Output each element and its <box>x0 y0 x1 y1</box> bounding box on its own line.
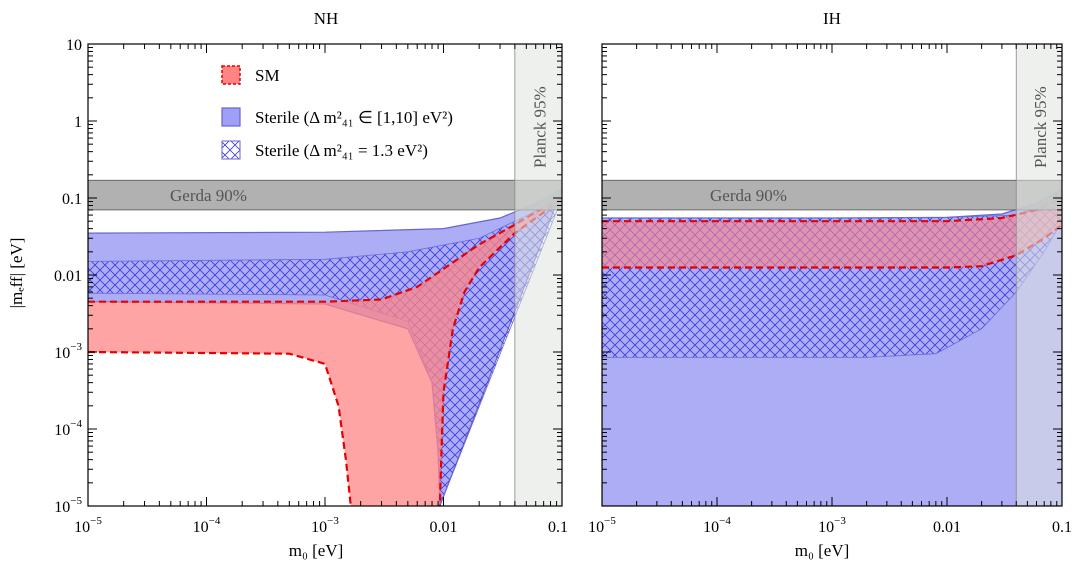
y-tick-label-base: 0.01 <box>54 268 82 285</box>
y-axis-label: |mₑff| [eV] <box>7 238 26 309</box>
x-tick-label-base: 10 <box>311 519 327 536</box>
ticks <box>601 44 1062 507</box>
legend: SM Sterile (Δ m²₄₁ ∈ [1,10] eV²) Sterile… <box>221 65 453 160</box>
series-sm-lower-line <box>88 350 352 506</box>
legend-swatch-sm <box>221 65 241 85</box>
planck-label: Planck 95% <box>530 86 549 168</box>
y-tick-label: 10−4 <box>54 418 82 439</box>
legend-item-sterile-fixed: Sterile (Δ m²₄₁ = 1.3 eV²) <box>221 140 428 160</box>
gerda-label: Gerda 90% <box>170 186 247 205</box>
legend-swatch-sterile-fixed <box>221 140 241 160</box>
x-tick-label-base: 10 <box>818 519 834 536</box>
series-sm-band <box>602 198 1062 268</box>
y-tick-label: 0.1 <box>62 191 82 208</box>
x-tick-label: 10−3 <box>818 515 846 536</box>
y-tick-label: 0.01 <box>54 268 82 285</box>
x-tick-label-base: 10 <box>703 519 719 536</box>
legend-item-sm: SM <box>221 65 280 85</box>
legend-swatch-sterile-range <box>221 107 241 127</box>
planck-label: Planck 95% <box>1031 86 1050 168</box>
gerda-band <box>88 179 562 211</box>
y-tick-label-exp: −5 <box>70 495 82 507</box>
legend-item-sterile-range: Sterile (Δ m²₄₁ ∈ [1,10] eV²) <box>221 107 453 127</box>
x-tick-label: 10−5 <box>588 515 616 536</box>
nh-panel: Gerda 90%Planck 95%10−5 10−4 10−3 0.01 0.110… <box>54 37 568 536</box>
x-tick-label-exp: −4 <box>209 515 221 527</box>
x-tick-label-exp: −5 <box>90 515 102 527</box>
x-tick-label: 10−5 <box>74 515 102 536</box>
x-tick-label: 0.1 <box>1052 519 1072 536</box>
x-tick-label: 10−3 <box>311 515 339 536</box>
nh-panel-title: NH <box>314 9 339 28</box>
ih-x-axis-label: m₀ [eV] <box>795 541 850 560</box>
plot-area: Gerda 90% Planck 95% <box>88 44 562 506</box>
x-tick-label: 10−4 <box>703 515 731 536</box>
gerda-band <box>602 179 1062 211</box>
x-tick-label-base: 0.1 <box>1052 519 1072 536</box>
x-tick-label-base: 10 <box>588 519 604 536</box>
x-tick-label-base: 0.1 <box>548 519 568 536</box>
legend-label-sm: SM <box>255 66 280 85</box>
plot-area: Gerda 90% Planck 95% <box>602 44 1062 506</box>
y-tick-label-base: 10 <box>54 345 70 362</box>
x-tick-label-base: 0.01 <box>933 519 961 536</box>
y-tick-label-base: 0.1 <box>62 191 82 208</box>
x-tick-label: 0.1 <box>548 519 568 536</box>
x-tick-label-base: 10 <box>193 519 209 536</box>
x-tick-label-exp: −4 <box>719 515 731 527</box>
x-tick-label-exp: −3 <box>327 515 339 527</box>
gerda-label: Gerda 90% <box>710 186 787 205</box>
legend-label-sterile-fixed: Sterile (Δ m²₄₁ = 1.3 eV²) <box>255 141 428 160</box>
ih-panel-title: IH <box>823 9 841 28</box>
y-tick-label: 10−5 <box>54 495 82 516</box>
y-tick-label-exp: −3 <box>70 341 82 353</box>
y-tick-label-exp: −4 <box>70 418 82 430</box>
x-tick-label: 10−4 <box>193 515 221 536</box>
ih-panel: Gerda 90%Planck 95%10−5 10−4 10−3 0.01 0.1 <box>588 43 1072 536</box>
series-sm-band <box>88 198 562 506</box>
y-tick-label-base: 10 <box>54 499 70 516</box>
x-tick-label-exp: −5 <box>604 515 616 527</box>
legend-label-sterile-range: Sterile (Δ m²₄₁ ∈ [1,10] eV²) <box>255 108 453 127</box>
y-tick-label-base: 10 <box>66 37 82 54</box>
x-tick-label-base: 10 <box>74 519 90 536</box>
x-tick-label: 0.01 <box>430 519 458 536</box>
y-tick-label: 10 <box>66 37 82 54</box>
y-tick-label-base: 1 <box>74 114 82 131</box>
x-tick-label-base: 0.01 <box>430 519 458 536</box>
ticks <box>87 44 562 507</box>
y-tick-label-base: 10 <box>54 422 70 439</box>
y-tick-label: 10−3 <box>54 341 82 362</box>
nh-x-axis-label: m₀ [eV] <box>289 541 344 560</box>
x-tick-label-exp: −3 <box>834 515 846 527</box>
x-tick-label: 0.01 <box>933 519 961 536</box>
series-sm-lower-line <box>602 223 1062 269</box>
series-sm-upper-line <box>88 197 562 303</box>
y-tick-label: 1 <box>74 114 82 131</box>
